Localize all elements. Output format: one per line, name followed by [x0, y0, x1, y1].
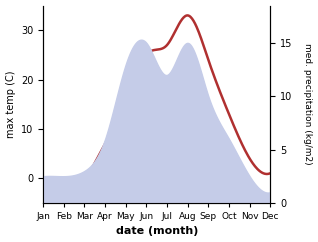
Y-axis label: med. precipitation (kg/m2): med. precipitation (kg/m2) — [303, 43, 313, 165]
Y-axis label: max temp (C): max temp (C) — [5, 70, 16, 138]
X-axis label: date (month): date (month) — [115, 227, 198, 236]
